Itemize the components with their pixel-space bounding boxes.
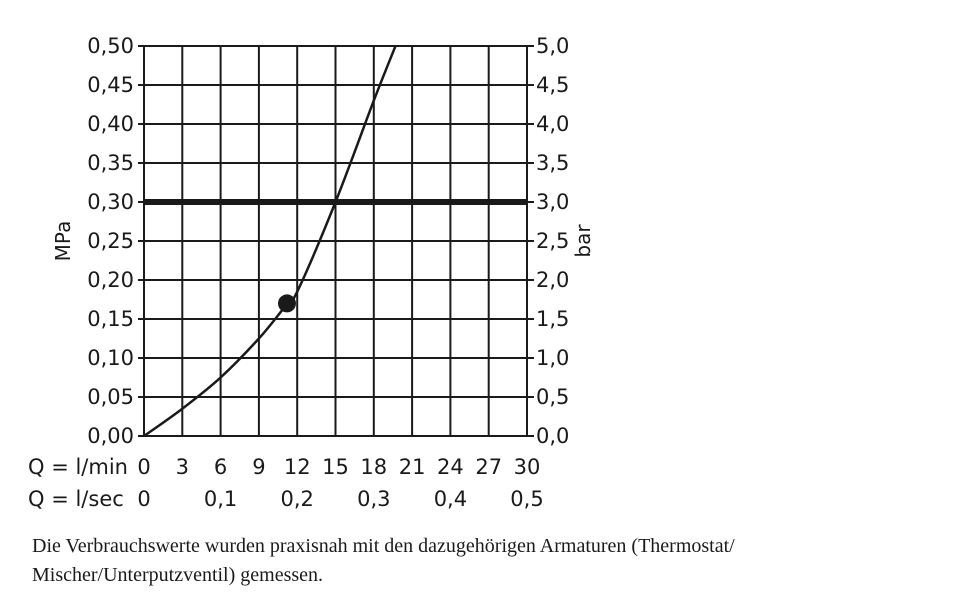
- y-left-tick-label: 0,25: [87, 229, 134, 253]
- x-lmin-tick-label: 9: [252, 455, 265, 479]
- x-lmin-tick-label: 18: [360, 455, 387, 479]
- data-point-marker: [277, 294, 296, 313]
- y-right-tick-label: 3,5: [536, 151, 569, 175]
- x-axis-lmin-title: Q = l/min: [28, 455, 128, 479]
- x-lsec-tick-label: 0,5: [510, 487, 543, 511]
- y-right-tick-label: 0,0: [536, 424, 569, 448]
- x-lmin-tick-label: 6: [214, 455, 227, 479]
- y-right-tick-label: 1,5: [536, 307, 569, 331]
- y-right-tick-label: 2,5: [536, 229, 569, 253]
- x-lmin-tick-label: 12: [284, 455, 311, 479]
- y-left-tick-label: 0,15: [87, 307, 134, 331]
- x-lsec-tick-label: 0,2: [280, 487, 313, 511]
- x-lmin-tick-label: 30: [514, 455, 541, 479]
- x-lmin-tick-label: 3: [176, 455, 189, 479]
- y-left-tick-label: 0,10: [87, 346, 134, 370]
- y-right-tick-label: 3,0: [536, 190, 569, 214]
- left-axis-ticks: 0,00 0,05 0,10 0,15 0,20 0,25 0,30 0,35 0,40 0,45…: [87, 34, 144, 448]
- y-right-tick-label: 1,0: [536, 346, 569, 370]
- y-left-tick-label: 0,20: [87, 268, 134, 292]
- y-left-tick-label: 0,45: [87, 73, 134, 97]
- y-right-tick-label: 0,5: [536, 385, 569, 409]
- x-axis-lsec-title: Q = l/sec: [28, 487, 124, 511]
- y-left-tick-label: 0,30: [87, 190, 134, 214]
- caption-line-2: Mischer/Unterputzventil) gemessen.: [32, 564, 324, 586]
- x-lmin-tick-label: 15: [322, 455, 349, 479]
- x-lmin-tick-label: 27: [475, 455, 502, 479]
- caption: Die Verbrauchswerte wurden praxisnah mit…: [32, 532, 932, 590]
- flow-pressure-chart: 0,000,050,100,150,200,250,300,350,400,45…: [28, 34, 595, 511]
- x-lmin-tick-label: 24: [437, 455, 464, 479]
- y-left-tick-label: 0,35: [87, 151, 134, 175]
- caption-line-1: Die Verbrauchswerte wurden praxisnah mit…: [32, 535, 735, 557]
- y-right-tick-label: 4,0: [536, 112, 569, 136]
- y-axis-left-title: MPa: [51, 221, 75, 262]
- grid: [143, 45, 528, 437]
- x-lmin-tick-label: 21: [399, 455, 426, 479]
- y-right-tick-label: 5,0: [536, 34, 569, 58]
- x-axis-lmin-ticks: 0 3 6 9 12 15 18 21 24 27 30: [137, 455, 540, 479]
- y-axis-right-title: bar: [571, 224, 595, 258]
- x-lsec-tick-label: 0: [137, 487, 150, 511]
- right-axis-ticks: 0,0 0,5 1,0 1,5 2,0 2,5 3,0 3,5 4,0 4,5 5,0: [527, 34, 569, 448]
- x-lmin-tick-label: 0: [137, 455, 150, 479]
- y-left-tick-label: 0,05: [87, 385, 134, 409]
- series-layer: [143, 45, 527, 438]
- y-left-tick-label: 0,00: [87, 424, 134, 448]
- y-left-tick-label: 0,50: [87, 34, 134, 58]
- x-lsec-tick-label: 0,3: [357, 487, 390, 511]
- y-left-tick-label: 0,40: [87, 112, 134, 136]
- y-right-tick-label: 2,0: [536, 268, 569, 292]
- x-lsec-tick-label: 0,1: [204, 487, 237, 511]
- x-axis-lsec-ticks: 0 0,1 0,2 0,3 0,4 0,5: [137, 487, 543, 511]
- x-lsec-tick-label: 0,4: [434, 487, 467, 511]
- y-right-tick-label: 4,5: [536, 73, 569, 97]
